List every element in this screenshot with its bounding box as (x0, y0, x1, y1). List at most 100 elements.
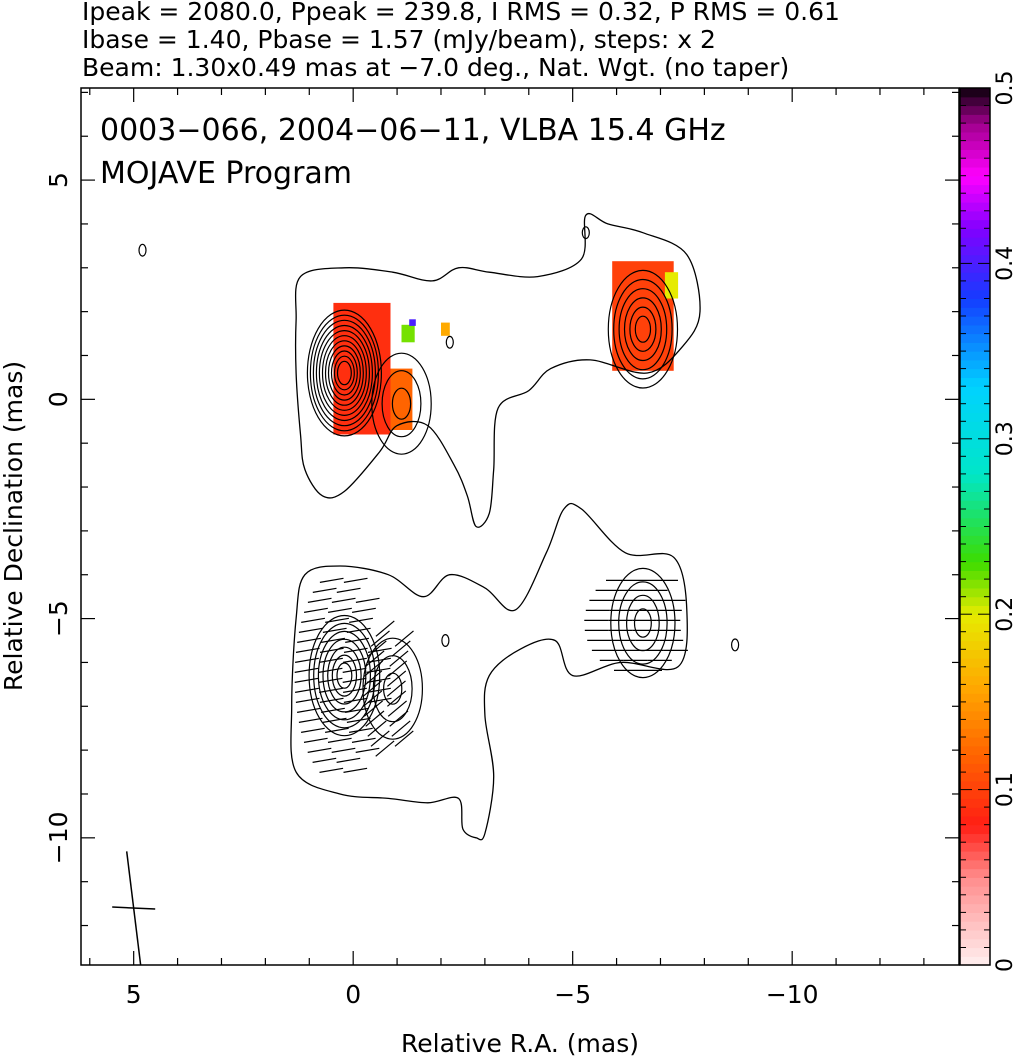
header-line-3: Beam: 1.30x0.49 mas at −7.0 deg., Nat. W… (82, 53, 789, 82)
colorbar-band (960, 140, 990, 150)
outer-contour (290, 502, 688, 841)
evpa-vector (394, 630, 414, 647)
polarization-patch (409, 319, 416, 326)
contour-level (613, 278, 673, 380)
x-tick-label: 5 (126, 980, 142, 1009)
plot-area (112, 213, 740, 965)
evpa-vector (351, 607, 376, 613)
colorbar-band (960, 824, 990, 835)
x-axis-label: Relative R.A. (mas) (401, 1029, 639, 1058)
evpa-vector (342, 667, 367, 673)
colorbar-band (960, 745, 990, 756)
evpa-vector (343, 577, 368, 583)
colorbar-band (960, 254, 990, 264)
evpa-vector (367, 697, 392, 703)
colorbar-band (960, 298, 990, 308)
evpa-vector (320, 707, 345, 713)
evpa-vector (342, 677, 367, 683)
colorbar-band (960, 956, 990, 966)
contour-level (321, 335, 367, 411)
colorbar-band (960, 403, 990, 414)
colorbar-band (960, 798, 990, 808)
colorbar-band (960, 772, 990, 782)
colorbar-band (960, 491, 990, 501)
evpa-vector (367, 720, 387, 737)
evpa-vector (367, 647, 392, 653)
evpa-vector (349, 617, 374, 623)
x-tick-label: 0 (345, 980, 361, 1009)
y-tick-label: −5 (44, 600, 73, 637)
colorbar-band (960, 763, 990, 773)
evpa-vector (363, 660, 384, 677)
colorbar-band (960, 482, 990, 493)
colorbar-band (960, 894, 990, 905)
evpa-vector (394, 730, 414, 747)
colorbar-band (960, 842, 990, 852)
evpa-vector (297, 637, 322, 643)
colorbar-band (960, 587, 990, 598)
colorbar-band (960, 859, 990, 870)
colorbar-band (960, 158, 990, 168)
colorbar-band (960, 754, 990, 764)
evpa-vector (348, 727, 373, 733)
evpa-vector (344, 707, 369, 713)
colorbar-band (960, 166, 990, 177)
evpa-vector (363, 670, 383, 687)
colorbar-band (960, 929, 990, 940)
contour-level (330, 350, 358, 396)
contour-level (333, 355, 355, 391)
evpa-vector (389, 650, 409, 667)
evpa-vector (375, 620, 395, 637)
evpa-vector (331, 597, 356, 603)
contour-level (441, 633, 450, 647)
y-tick-label: 5 (44, 172, 73, 188)
colorbar-band (960, 307, 990, 317)
colorbar-band (960, 245, 990, 256)
header-line-1: Ipeak = 2080.0, Ppeak = 239.8, I RMS = 0… (82, 0, 840, 26)
colorbar-band (960, 430, 990, 440)
colorbar-band (960, 947, 990, 957)
colorbar-band (960, 921, 990, 931)
colorbar-band (960, 807, 990, 817)
evpa-vector (370, 730, 390, 747)
source-annotation: 0003−066, 2004−06−11, VLBA 15.4 GHz (100, 113, 726, 148)
evpa-vector (391, 640, 411, 657)
evpa-vector (343, 767, 368, 773)
x-tick-label: −10 (766, 980, 819, 1009)
header-line-2: Ibase = 1.40, Pbase = 1.57 (mJy/beam), s… (82, 25, 716, 54)
contour-level (315, 324, 373, 422)
contour-level (730, 638, 740, 652)
colorbar-band (960, 535, 990, 545)
evpa-vector (295, 697, 320, 703)
colorbar-band (960, 903, 990, 913)
colorbar-band (960, 552, 990, 563)
contour-level (623, 297, 662, 362)
evpa-vector (365, 710, 385, 727)
evpa-vector (303, 607, 328, 613)
evpa-vector (298, 627, 323, 633)
evpa-vector (294, 657, 319, 663)
contour-level (381, 370, 422, 438)
colorbar-band (960, 473, 990, 484)
colorbar-tick-label: 0.5 (993, 71, 1018, 106)
colorbar-band (960, 324, 990, 335)
evpa-vector (322, 717, 347, 723)
colorbar-band (960, 614, 990, 624)
colorbar-band (960, 210, 990, 221)
colorbar-band (960, 719, 990, 729)
evpa-vector (324, 727, 349, 733)
evpa-vector (391, 720, 411, 737)
colorbar-band (960, 280, 990, 291)
polarization-patch (390, 368, 413, 430)
program-annotation: MOJAVE Program (100, 156, 352, 191)
colorbar-band (960, 675, 990, 685)
evpa-vector (351, 737, 376, 743)
colorbar-band (960, 184, 990, 194)
colorbar-band (960, 605, 990, 615)
evpa-vector (375, 740, 395, 757)
colorbar-tick-label: 0.2 (993, 597, 1018, 632)
evpa-vector (342, 657, 367, 663)
evpa-vector (318, 677, 343, 683)
colorbar-band (960, 815, 990, 826)
